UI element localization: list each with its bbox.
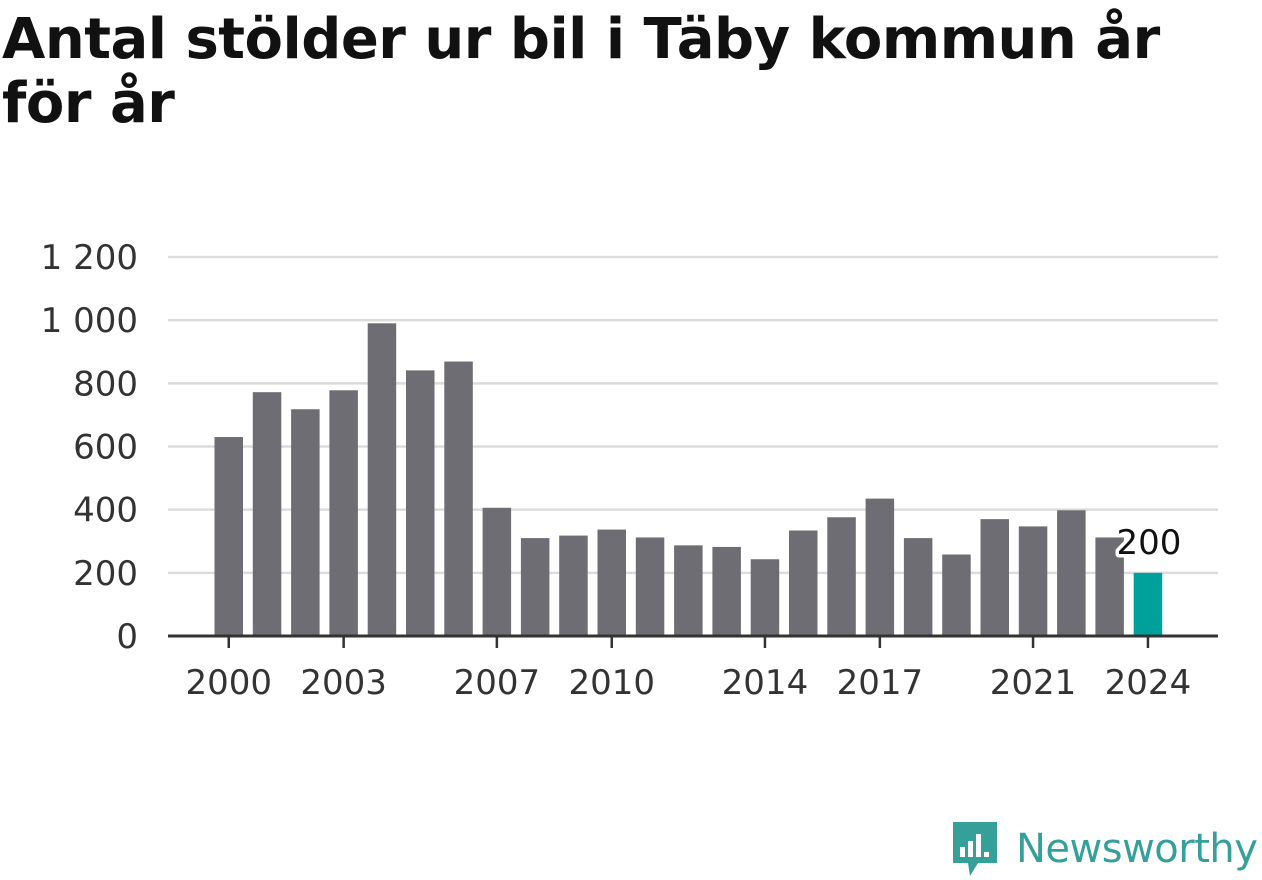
- x-tick-label: 2021: [990, 663, 1077, 703]
- bars: [214, 323, 1163, 636]
- y-tick-label: 200: [73, 554, 138, 594]
- bar: [712, 546, 741, 636]
- bar: [367, 323, 397, 636]
- newsworthy-logo: Newsworthy: [950, 818, 1258, 880]
- bar: [482, 507, 512, 636]
- bar: [1018, 526, 1048, 636]
- bar: [329, 390, 358, 636]
- bar: [406, 370, 435, 636]
- bar: [750, 559, 780, 636]
- x-tick-label: 2003: [300, 663, 387, 703]
- x-tick-label: 2007: [454, 663, 541, 703]
- bar: [444, 361, 473, 636]
- bar: [865, 498, 895, 636]
- bar: [942, 554, 971, 636]
- x-axis-labels: 2000 2003 2007 2010 2014 2017 2021 2024: [185, 663, 1191, 703]
- bar: [559, 535, 588, 636]
- y-tick-label: 800: [73, 364, 138, 404]
- x-tick-label: 2010: [568, 663, 655, 703]
- chart-title: Antal stölder ur bil i Täby kommun år fö…: [2, 7, 1160, 136]
- y-tick-label: 1 200: [41, 238, 138, 278]
- bar: [1095, 537, 1124, 636]
- x-tick-label: 2024: [1105, 663, 1192, 703]
- y-tick-label: 1 000: [41, 301, 138, 341]
- bar: [980, 519, 1009, 636]
- data-label-2024: 200: [1116, 523, 1181, 563]
- y-tick-label: 0: [116, 617, 138, 657]
- x-tick-label: 2000: [185, 663, 272, 703]
- brand-name: Newsworthy: [1016, 826, 1258, 872]
- x-tick-label: 2017: [837, 663, 924, 703]
- x-tick-label: 2014: [722, 663, 809, 703]
- bar: [252, 392, 282, 636]
- bar: [789, 530, 818, 636]
- bar-highlight: [1133, 572, 1163, 636]
- bar: [674, 545, 703, 636]
- y-tick-label: 600: [73, 428, 138, 468]
- x-axis: [168, 634, 1218, 648]
- bar: [903, 538, 933, 636]
- bar: [827, 517, 856, 636]
- bar: [520, 538, 550, 636]
- bar: [214, 437, 243, 636]
- bar: [291, 409, 320, 636]
- bar: [1057, 510, 1086, 636]
- annotations: 200: [1113, 519, 1185, 566]
- y-tick-label: 400: [73, 491, 138, 531]
- bar: [635, 537, 665, 636]
- bar: [597, 529, 626, 636]
- y-axis-labels: 0 200 400 600 800 1 000 1 200: [41, 238, 138, 657]
- bar-chart-speech-bubble-icon: [953, 822, 997, 876]
